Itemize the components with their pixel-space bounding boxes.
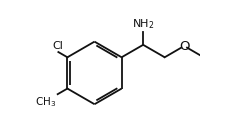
Text: NH$_2$: NH$_2$ <box>132 17 154 31</box>
Text: O: O <box>179 40 190 53</box>
Text: CH$_3$: CH$_3$ <box>35 95 56 109</box>
Text: Cl: Cl <box>52 41 63 51</box>
